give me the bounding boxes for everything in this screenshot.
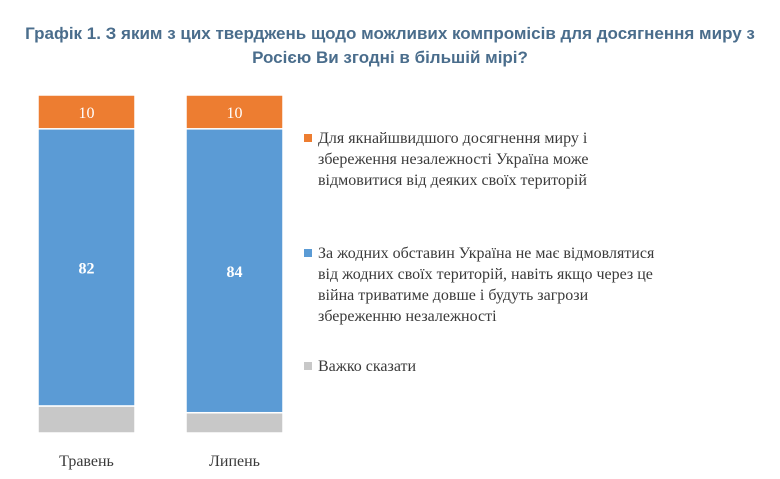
- chart-title-line-2: Росією Ви згодні в більшій мірі?: [252, 48, 528, 67]
- legend-swatch-gray: [304, 362, 312, 370]
- legend-swatch-blue: [304, 249, 312, 257]
- data-label-2-3: 10: [227, 105, 243, 122]
- legend-text-line: війна триватиме довше і будуть загрози: [318, 287, 589, 304]
- bar-segment-2-2: [185, 128, 284, 414]
- chart-title-line-1: Графік 1. З яким з цих тверджень щодо мо…: [25, 24, 755, 43]
- chart-title: Графік 1. З яким з цих тверджень щодо мо…: [0, 22, 780, 70]
- legend-text-line: відмовитися від деяких своїх територій: [318, 172, 587, 189]
- category-label-2: Липень: [209, 453, 260, 470]
- legend-item-no-concessions: За жодних обставин Україна не має відмов…: [304, 243, 654, 327]
- data-label-1-3: 10: [79, 105, 95, 122]
- legend-item-hard-to-say: Важко сказати: [304, 356, 416, 377]
- legend-text-line: збереженню незалежності: [318, 308, 497, 325]
- legend-text-line: Для якнайшвидшого досягнення миру і: [318, 130, 588, 147]
- data-label-1-2: 82: [79, 260, 95, 277]
- data-label-2-2: 84: [227, 264, 243, 281]
- legend-text-line: від жодних своїх територій, навіть якщо …: [318, 266, 653, 283]
- bar-segment-2-3: [185, 94, 284, 130]
- legend-swatch-orange: [304, 134, 312, 142]
- legend-item-cede-territories: Для якнайшвидшого досягнення миру і збер…: [304, 128, 589, 191]
- bar-segment-1-1: [37, 405, 136, 434]
- category-label-1: Травень: [59, 453, 114, 470]
- legend-text-line: збереження незалежності Україна може: [318, 151, 589, 168]
- bar-segment-2-1: [185, 411, 284, 434]
- legend-text-line: Важко сказати: [318, 358, 417, 375]
- bar-segment-1-3: [37, 94, 136, 130]
- legend-text-line: За жодних обставин Україна не має відмов…: [318, 245, 655, 262]
- bar-segment-1-2: [37, 128, 136, 407]
